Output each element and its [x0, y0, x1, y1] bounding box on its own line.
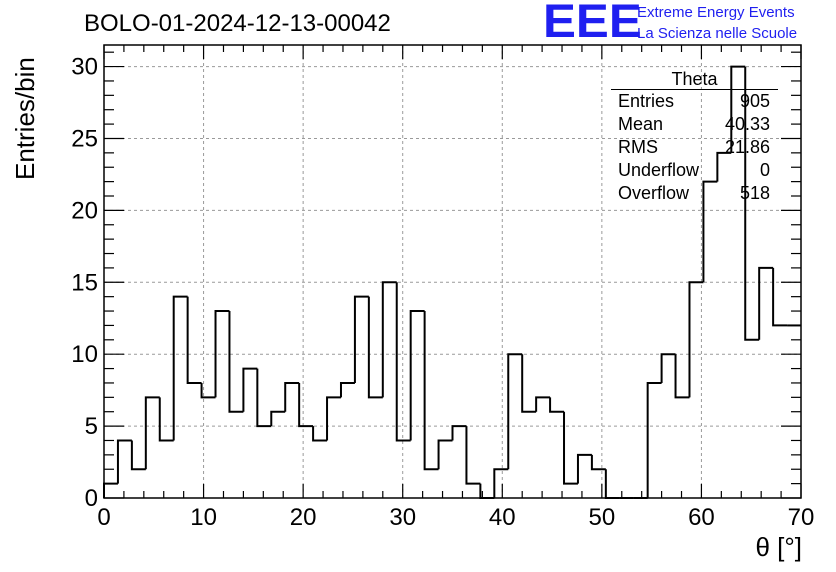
histogram-bin — [493, 468, 509, 498]
histogram-bin — [270, 410, 286, 427]
stats-value: 21.86 — [724, 137, 770, 157]
histogram-bin — [521, 354, 537, 413]
histogram-bin — [395, 282, 411, 442]
histogram-bin — [590, 454, 606, 471]
histogram-bin — [298, 382, 314, 428]
y-tick-label: 10 — [71, 341, 98, 368]
histogram-bin — [186, 296, 202, 384]
tick-labels: 0 10 20 30 40 50 60 70 0 5 10 15 20 25 30 — [71, 54, 814, 531]
histogram-bin — [646, 381, 662, 498]
x-tick-label: 70 — [788, 504, 815, 531]
stats-label: Overflow — [618, 183, 690, 203]
histogram-bin — [423, 311, 439, 471]
stats-label: Entries — [618, 91, 675, 111]
stats-row-overflow: Overflow 518 — [611, 182, 778, 205]
plot-frame — [103, 44, 802, 499]
stats-value: 905 — [739, 91, 770, 111]
stats-value: 518 — [739, 183, 770, 203]
histogram-bin — [214, 310, 230, 398]
histogram-bin — [103, 482, 118, 498]
histogram-bin — [563, 411, 578, 485]
y-tick-label: 5 — [85, 413, 98, 440]
x-tick-label: 30 — [389, 504, 416, 531]
x-tick-label: 50 — [589, 504, 616, 531]
histogram-bin — [507, 353, 523, 470]
histogram-bin — [172, 295, 188, 441]
histogram-bin — [702, 180, 718, 283]
histogram-bin — [200, 382, 216, 399]
histogram-bin — [381, 281, 397, 398]
stats-row-entries: Entries 905 — [611, 90, 778, 113]
histogram-bin — [326, 396, 341, 441]
histogram-bin — [130, 440, 146, 471]
histogram-bin — [256, 368, 272, 428]
stats-label: RMS — [618, 137, 658, 157]
histogram-bin — [144, 396, 160, 470]
histogram-bin — [465, 426, 481, 485]
histogram-bin — [549, 397, 565, 413]
stats-row-underflow: Underflow 0 — [611, 159, 778, 182]
histogram-bin — [660, 353, 676, 383]
histogram-bin — [339, 381, 355, 398]
stats-value: 0 — [759, 160, 770, 180]
histogram-bin — [242, 367, 258, 412]
x-tick-label: 60 — [688, 504, 715, 531]
y-tick-label: 25 — [71, 125, 98, 152]
stats-value: 40.33 — [724, 114, 770, 134]
run-title: BOLO-01-2024-12-13-00042 — [84, 10, 391, 37]
y-tick-label: 30 — [71, 54, 98, 81]
stats-label: Underflow — [618, 160, 700, 180]
histogram-bin — [367, 296, 383, 399]
x-tick-label: 40 — [489, 504, 516, 531]
axis-ticks — [103, 45, 802, 499]
histogram-bin — [688, 281, 704, 398]
histogram-bin — [604, 469, 620, 499]
y-tick-label: 0 — [85, 485, 98, 512]
histogram-bars — [103, 65, 801, 499]
histogram-bin — [437, 439, 453, 470]
histogram-bin — [451, 425, 467, 441]
histogram-bin — [744, 66, 760, 341]
histogram-bin — [409, 310, 425, 441]
histogram-bin — [353, 295, 369, 383]
histogram-bin — [576, 453, 592, 484]
histogram-bin — [730, 65, 746, 153]
histogram-bin — [158, 397, 174, 442]
eee-logo: EEE — [543, 0, 642, 47]
histogram-bin — [758, 266, 774, 340]
x-tick-label: 10 — [190, 504, 217, 531]
histogram-bin — [284, 381, 300, 412]
histogram-bin — [674, 354, 690, 399]
logo-line-2: La Scienza nelle Scuole — [637, 25, 798, 42]
x-axis-label: θ [°] — [755, 532, 802, 562]
histogram-bin — [716, 151, 732, 182]
histogram-bin — [312, 426, 328, 442]
logo-line-1: Extreme Energy Events — [637, 4, 795, 21]
histogram-bin — [772, 267, 788, 327]
histogram-bin — [116, 439, 132, 484]
x-tick-label: 20 — [290, 504, 317, 531]
stats-title: Theta — [611, 70, 778, 90]
y-axis-label: Entries/bin — [10, 57, 40, 180]
stats-label: Mean — [618, 114, 664, 134]
y-tick-label: 15 — [71, 269, 98, 296]
y-tick-label: 20 — [71, 197, 98, 224]
histogram-bin — [535, 396, 551, 412]
histogram-bin — [228, 311, 244, 413]
x-tick-label: 0 — [97, 504, 110, 531]
stats-row-rms: RMS 21.86 — [611, 136, 778, 159]
stats-box: Theta Entries 905 Mean 40.33 RMS 21.86 U… — [611, 70, 778, 205]
stats-row-mean: Mean 40.33 — [611, 113, 778, 136]
